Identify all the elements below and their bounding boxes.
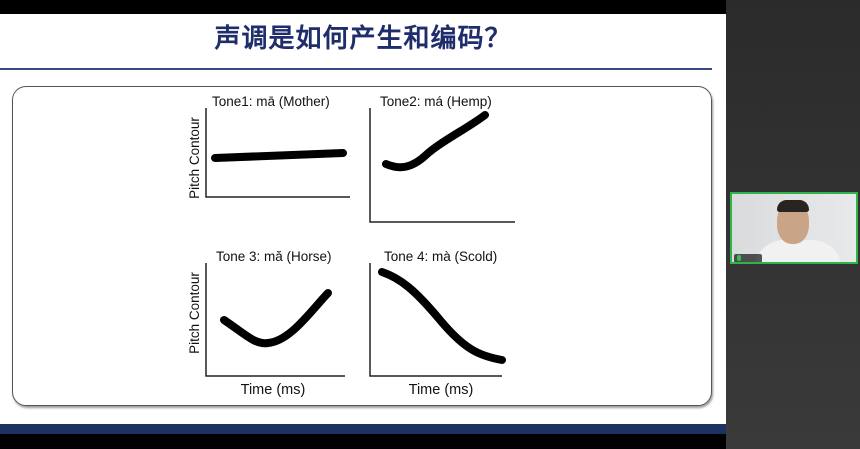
tone1-title: Tone1: mā (Mother) — [212, 94, 330, 109]
tone2-contour — [382, 111, 489, 172]
tone3-ylabel: Pitch Contour — [187, 272, 202, 354]
tone1-contour — [211, 149, 347, 162]
tone3-xlabel: Time (ms) — [241, 382, 306, 398]
slide-title: 声调是如何产生和编码？ — [214, 23, 512, 53]
tone2-axes — [369, 108, 515, 223]
tone-contours-figure: Tone1: mā (Mother) Tone2: má (Hemp) Tone… — [187, 94, 515, 398]
mic-icon — [737, 255, 741, 261]
tone4-xlabel: Time (ms) — [409, 382, 474, 398]
presentation-slide — [0, 14, 726, 424]
participant-video-tile[interactable] — [730, 192, 858, 264]
tone4-contour — [378, 268, 506, 364]
tone3-axes — [205, 263, 345, 377]
tone4-axes — [369, 263, 502, 377]
tone1-ylabel: Pitch Contour — [187, 117, 202, 199]
tone4-title: Tone 4: mà (Scold) — [384, 249, 497, 264]
tone1-axes — [205, 108, 350, 198]
title-divider — [0, 68, 712, 70]
participant-name-tag — [734, 254, 762, 262]
tone3-title: Tone 3: mă (Horse) — [216, 249, 332, 264]
slide-footer-band — [0, 424, 726, 434]
tone2-title: Tone2: má (Hemp) — [380, 94, 492, 109]
participant-hair — [777, 200, 809, 212]
figure-frame — [12, 86, 712, 406]
tone3-contour — [220, 289, 332, 348]
participant-body — [754, 240, 842, 262]
